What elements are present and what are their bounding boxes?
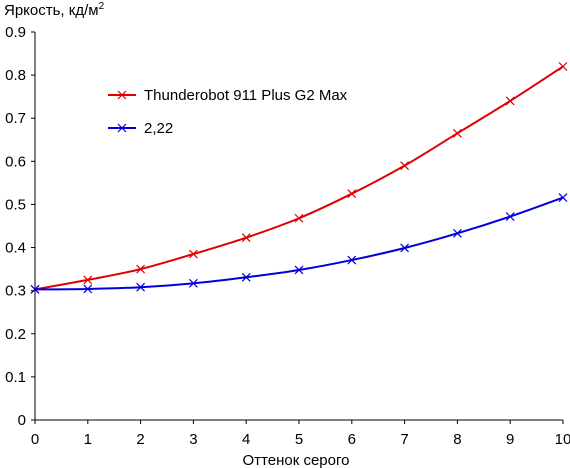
- x-axis-label: Оттенок серого: [243, 452, 350, 468]
- y-tick-label: 0.5: [5, 196, 26, 213]
- series-0-point: [188, 249, 198, 259]
- ticks: 0 0.1 0.2 0.3 0.4 0.5 0.6 0.7 0.8 0.9 0 1 2 3 4 5 6 7 8 9 10: [5, 24, 570, 448]
- x-tick-label: 1: [84, 431, 92, 448]
- series-1-point: [188, 278, 198, 288]
- series-0-point: [136, 264, 146, 274]
- x-tick-label: 8: [453, 431, 461, 448]
- legend-label-1: 2,22: [144, 120, 173, 137]
- series-1-point: [241, 272, 251, 282]
- series-1-point: [294, 265, 304, 275]
- y-tick-label: 0.9: [5, 24, 26, 41]
- series-0-point: [83, 275, 93, 285]
- x-tick-label: 3: [189, 431, 197, 448]
- series-0-point: [241, 233, 251, 243]
- y-axis-label-superscript: 2: [99, 1, 105, 12]
- x-tick-label: 5: [295, 431, 303, 448]
- x-tick-label: 4: [242, 431, 250, 448]
- x-tick-label: 2: [136, 431, 144, 448]
- x-tick-label: 0: [31, 431, 39, 448]
- series-0-point: [400, 161, 410, 171]
- series-layer: [30, 62, 568, 294]
- y-tick-label: 0.1: [5, 369, 26, 386]
- series-0-point: [505, 96, 515, 106]
- series-0-point: [294, 213, 304, 223]
- legend-label-0: Thunderobot 911 Plus G2 Max: [144, 87, 348, 104]
- series-1-point: [452, 228, 462, 238]
- x-tick-label: 6: [348, 431, 356, 448]
- y-tick-label: 0.6: [5, 153, 26, 170]
- series-0-point: [558, 62, 568, 71]
- series-1-point: [83, 284, 93, 294]
- y-tick-label: 0.8: [5, 67, 26, 84]
- y-tick-label: 0.7: [5, 110, 26, 127]
- series-0-point: [452, 128, 462, 138]
- series-1-point: [30, 284, 40, 294]
- series-1-point: [136, 282, 146, 292]
- legend: Thunderobot 911 Plus G2 Max 2,22: [108, 87, 348, 137]
- x-tick-label: 10: [555, 431, 570, 448]
- y-axis-label-text: Яркость, кд/м: [4, 2, 99, 19]
- y-tick-label: 0.2: [5, 326, 26, 343]
- y-tick-label: 0.3: [5, 283, 26, 300]
- series-1-point: [400, 243, 410, 253]
- x-tick-label: 7: [400, 431, 408, 448]
- y-tick-label: 0.4: [5, 240, 26, 257]
- series-1-point: [347, 255, 357, 265]
- legend-marker-1: [117, 123, 127, 133]
- series-1-point: [505, 212, 515, 221]
- legend-marker-0: [117, 90, 127, 100]
- y-axis-label: Яркость, кд/м2: [4, 1, 105, 19]
- y-tick-label: 0: [18, 412, 26, 429]
- series-0-point: [347, 189, 357, 199]
- series-1-point: [558, 193, 568, 202]
- x-tick-label: 9: [506, 431, 514, 448]
